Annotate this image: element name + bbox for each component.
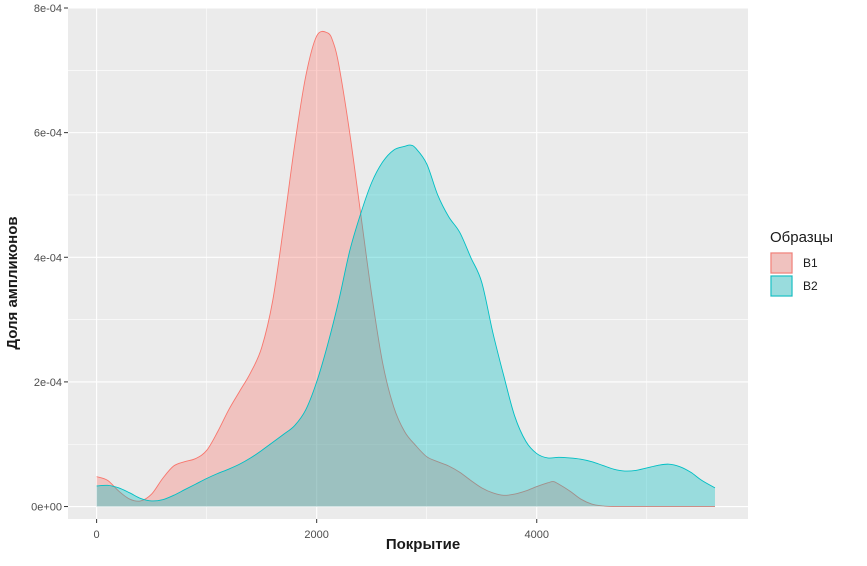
density-line-b2 (96, 144, 716, 502)
x-tick-label: 2000 (304, 529, 328, 541)
legend-item-b2: B2 (770, 275, 818, 297)
density-area-b1 (96, 31, 715, 507)
y-tick-label: 2e-04 (34, 377, 62, 389)
legend-item-b1: B1 (770, 252, 818, 274)
density-line-b1 (96, 30, 715, 508)
density-areas (96, 30, 716, 508)
legend-swatch (770, 275, 793, 297)
minor-gridlines (68, 8, 748, 519)
panel-background (68, 8, 748, 519)
legend-title: Образцы (770, 229, 833, 246)
legend: Образцы B1 B2 (770, 229, 833, 297)
y-axis-title: Доля ампликонов (4, 216, 21, 349)
legend-key-background (770, 252, 793, 274)
y-axis-ticks: 0e+00 2e-04 4e-04 6e-04 8e-04 (31, 3, 68, 514)
y-tick-label: 4e-04 (34, 252, 62, 264)
x-axis-title: Покрытие (386, 536, 460, 553)
y-tick-label: 8e-04 (34, 3, 62, 15)
legend-key-background (770, 275, 793, 297)
x-axis-ticks: 0 2000 4000 (94, 519, 549, 541)
y-tick-label: 0e+00 (31, 502, 62, 514)
x-tick-label: 0 (94, 529, 100, 541)
legend-label: B1 (803, 256, 818, 270)
y-tick-label: 6e-04 (34, 128, 62, 140)
density-area-b2 (96, 145, 715, 507)
legend-swatch (770, 252, 793, 274)
legend-label: B2 (803, 279, 818, 293)
x-tick-label: 4000 (524, 529, 548, 541)
